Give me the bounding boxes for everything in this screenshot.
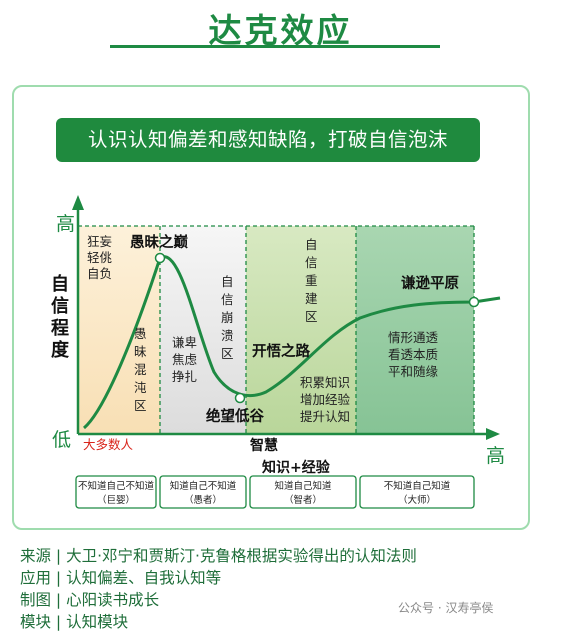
zone4-1: 情形通透 xyxy=(388,330,439,345)
zone3-v-1: 自 xyxy=(305,237,318,252)
zone2-v-5: 区 xyxy=(221,346,234,361)
title-underline xyxy=(110,45,440,48)
zone3-bottom-2: 增加经验 xyxy=(300,392,351,407)
zone2-left-1: 谦卑 xyxy=(172,335,197,350)
majority-label: 大多数人 xyxy=(83,437,134,452)
zone2-v-1: 自 xyxy=(221,274,234,289)
y-high-label: 高 xyxy=(56,213,75,235)
zone3-bottom-3: 提升认知 xyxy=(300,409,350,424)
stage-box-4 xyxy=(359,475,475,509)
zone1-top-3: 自负 xyxy=(87,266,112,281)
confidence-curve xyxy=(82,255,501,430)
y-title-2: 信 xyxy=(51,295,69,317)
zone-mastery xyxy=(356,226,474,434)
zone-rebuild xyxy=(246,226,356,434)
zone3-v-4: 建 xyxy=(305,291,318,306)
x-title-knowledge: 知识+经验 xyxy=(262,459,331,476)
footer-module: 模块 | 认知模块 xyxy=(20,613,129,631)
stage-2-top: 知道自己不知道 xyxy=(170,480,237,492)
y-title-3: 程 xyxy=(51,318,69,339)
banner: 认识认知偏差和感知缺陷，打破自信泡沫 xyxy=(56,118,480,162)
y-axis-arrow xyxy=(72,195,84,210)
zone4-3: 平和随缘 xyxy=(388,364,439,379)
stage-box-2 xyxy=(159,475,247,509)
zone1-v-1: 愚 xyxy=(134,326,147,341)
zone2-v-4: 溃 xyxy=(221,328,234,343)
stage-4-bottom: （大师） xyxy=(398,494,436,506)
stage-1-top: 不知道自己不知道 xyxy=(78,480,155,492)
x-axis-arrow xyxy=(486,428,500,440)
stage-4-top: 不知道自己知道 xyxy=(384,480,451,492)
valley-label: 绝望低谷 xyxy=(206,407,264,425)
peak-point xyxy=(154,252,166,264)
x-title-wisdom: 智慧 xyxy=(249,437,278,454)
slope-label: 开悟之路 xyxy=(252,342,310,360)
valley-point xyxy=(234,392,246,404)
footer-source: 来源 | 大卫·邓宁和贾斯汀·克鲁格根据实验得出的认知法则 xyxy=(20,547,417,565)
peak-label: 愚昧之巅 xyxy=(130,233,188,251)
zone3-bottom-1: 积累知识 xyxy=(300,375,350,390)
zone1-v-3: 混 xyxy=(134,362,147,377)
y-title-4: 度 xyxy=(51,339,70,361)
zone1-v-4: 沌 xyxy=(134,380,147,395)
stage-box-3 xyxy=(249,475,357,509)
plateau-label: 谦逊平原 xyxy=(401,274,459,292)
stage-3-bottom: （智者） xyxy=(284,494,322,506)
footer-author: 制图 | 心阳读书成长 xyxy=(20,591,160,609)
plateau-point xyxy=(468,296,480,308)
y-title-1: 自 xyxy=(51,273,69,295)
zone-collapse xyxy=(160,226,246,434)
zone2-v-2: 信 xyxy=(221,292,234,307)
x-high-label: 高 xyxy=(486,445,505,467)
page-title: 达克效应 xyxy=(208,11,353,50)
zone3-v-3: 重 xyxy=(305,273,318,288)
stage-3-top: 知道自己知道 xyxy=(274,480,332,492)
footer-application: 应用 | 认知偏差、自我认知等 xyxy=(20,569,222,587)
zone2-v-3: 崩 xyxy=(221,310,234,325)
zone2-left-2: 焦虑 xyxy=(172,352,198,367)
zone-ignorance xyxy=(78,226,160,434)
watermark: 公众号 · 汉寿亭侯 xyxy=(398,601,494,615)
zone1-v-2: 昧 xyxy=(134,344,147,359)
zone2-left-3: 挣扎 xyxy=(172,369,197,384)
zone3-v-2: 信 xyxy=(305,255,318,270)
diagram-frame xyxy=(12,85,530,530)
zone1-v-5: 区 xyxy=(134,398,147,413)
zone3-v-5: 区 xyxy=(305,309,318,324)
stage-1-bottom: （巨婴） xyxy=(97,494,135,506)
zone1-top-1: 狂妄 xyxy=(87,234,112,249)
zone4-2: 看透本质 xyxy=(388,347,438,362)
y-low-label: 低 xyxy=(52,429,71,451)
zone1-top-2: 轻佻 xyxy=(87,250,113,265)
stage-2-bottom: （愚者） xyxy=(184,494,222,506)
stage-box-1 xyxy=(75,475,157,509)
